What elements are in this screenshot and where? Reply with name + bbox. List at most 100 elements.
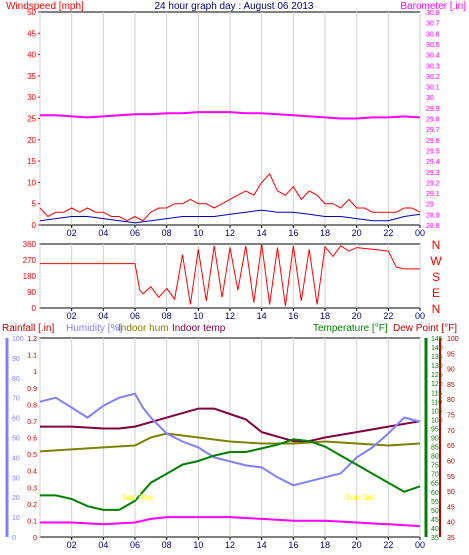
temp-tick-label: 60 — [431, 490, 439, 497]
wind-baro-xtick-label: 02 — [67, 228, 77, 238]
rain-tick-label: 0.8 — [27, 402, 37, 409]
wind-baro-xtick-label: 22 — [383, 228, 393, 238]
humidity-tick-label: 40 — [12, 455, 20, 462]
wind-tick-label: 40 — [27, 51, 36, 60]
wind-baro-xtick-label: 12 — [225, 228, 235, 238]
baro-tick-label: 30.4 — [426, 53, 440, 60]
temp-tick-label: 100 — [431, 417, 443, 424]
baro-tick-label: 29.3 — [426, 170, 440, 177]
temp-xtick-label: 00 — [415, 540, 425, 550]
wind-baro-xtick-label: 10 — [193, 228, 203, 238]
temp-tick-label: 105 — [431, 408, 443, 415]
indoor-temp-title: Indoor temp — [172, 323, 226, 334]
wind-tick-label: 45 — [27, 29, 36, 38]
rain-tick-label: 0.5 — [27, 452, 37, 459]
dew-tick-label: 60 — [447, 458, 455, 465]
wind-baro-xtick-label: 16 — [288, 228, 298, 238]
baro-tick-label: 30.1 — [426, 85, 440, 92]
temp-tick-label: 55 — [431, 499, 439, 506]
dew-tick-label: 40 — [447, 520, 455, 527]
wind-baro-xtick-label: 20 — [352, 228, 362, 238]
dew-point-line — [40, 516, 421, 528]
wind-dir-xtick-label: 14 — [257, 311, 267, 321]
baro-tick-label: 29.4 — [426, 159, 440, 166]
rain-tick-label: 0.6 — [27, 436, 37, 443]
dew-tick-label: 90 — [447, 367, 455, 374]
humidity-tick-label: 10 — [12, 515, 20, 522]
temp-tick-label: 95 — [431, 426, 439, 433]
baro-tick-label: 30.2 — [426, 74, 440, 81]
humidity-tick-label: 80 — [12, 376, 20, 383]
humidity-tick-label: 60 — [12, 416, 20, 423]
baro-tick-label: 29.8 — [426, 117, 440, 124]
wind-dir-xtick-label: 00 — [415, 311, 425, 321]
rain-tick-label: 0.4 — [27, 469, 37, 476]
humidity-tick-label: 30 — [12, 475, 20, 482]
wind-gust-line — [39, 173, 421, 222]
dew-tick-label: 95 — [447, 351, 455, 358]
rain-tick-label: 0.2 — [27, 502, 37, 509]
dew-tick-label: 50 — [447, 489, 455, 496]
dew-tick-label: 45 — [447, 504, 455, 511]
temp-tick-label: 45 — [431, 517, 439, 524]
baro-tick-label: 30.5 — [426, 42, 440, 49]
temp-tick-label: 120 — [431, 381, 443, 388]
temp-tick-label: 135 — [431, 354, 443, 361]
wind-tick-label: 0 — [32, 221, 37, 230]
wind-tick-label: 20 — [27, 136, 36, 145]
temp-tick-label: 125 — [431, 372, 443, 379]
wind-baro-xtick-label: 04 — [98, 228, 108, 238]
rain-tick-label: 1.2 — [27, 336, 37, 343]
temp-tick-label: 80 — [431, 454, 439, 461]
temp-tick-label: 140 — [431, 345, 443, 352]
wind-baro-xtick-label: 06 — [130, 228, 140, 238]
wind-tick-label: 35 — [27, 72, 36, 81]
compass-label: W — [430, 254, 442, 268]
dew-tick-label: 70 — [447, 428, 455, 435]
baro-tick-label: 30.7 — [426, 21, 440, 28]
sunrise-label: Sun Rise — [122, 493, 155, 502]
wind-dir-xtick-label: 06 — [130, 311, 140, 321]
wind-dir-xtick-label: 04 — [98, 311, 108, 321]
rain-tick-label: 0.9 — [27, 386, 37, 393]
temp-xtick-label: 06 — [130, 540, 140, 550]
wind-dir-xtick-label: 18 — [320, 311, 330, 321]
rain-tick-label: 1.1 — [27, 353, 37, 360]
dew-tick-label: 80 — [447, 397, 455, 404]
temp-tick-label: 130 — [431, 363, 443, 370]
humidity-tick-label: 20 — [12, 495, 20, 502]
dew-axis-title: Dew Point [°F] — [393, 323, 457, 334]
chart-title: 24 hour graph day : August 06 2013 — [154, 1, 313, 12]
rain-tick-label: 1 — [33, 369, 37, 376]
temp-xtick-label: 08 — [162, 540, 172, 550]
dew-tick-label: 100 — [447, 336, 459, 343]
baro-tick-label: 29.2 — [426, 180, 440, 187]
humidity-line — [39, 392, 421, 487]
wind-baro-xtick-label: 18 — [320, 228, 330, 238]
wind-baro-xtick-label: 08 — [162, 228, 172, 238]
compass-label: N — [432, 302, 441, 316]
temp-tick-label: 75 — [431, 463, 439, 470]
humidity-tick-label: 100 — [12, 336, 24, 343]
wind-dir-xtick-label: 10 — [193, 311, 203, 321]
temp-xtick-label: 10 — [193, 540, 203, 550]
temp-xtick-label: 20 — [352, 540, 362, 550]
temp-tick-label: 70 — [431, 472, 439, 479]
wind-dir-xtick-label: 08 — [162, 311, 172, 321]
baro-tick-label: 29.1 — [426, 191, 440, 198]
dew-tick-label: 35 — [447, 535, 455, 542]
dew-tick-label: 85 — [447, 382, 455, 389]
wind-avg-line — [39, 209, 421, 224]
baro-tick-label: 29.6 — [426, 138, 440, 145]
rain-tick-label: 0 — [33, 535, 37, 542]
temp-xtick-label: 14 — [257, 540, 267, 550]
rain-tick-label: 0.7 — [27, 419, 37, 426]
temp-tick-label: 65 — [431, 481, 439, 488]
wind-baro-xtick-label: 14 — [257, 228, 267, 238]
baro-tick-label: 30.3 — [426, 63, 440, 70]
wind-dir-xtick-label: 02 — [67, 311, 77, 321]
baro-tick-label: 30 — [426, 95, 434, 102]
temp-tick-label: 50 — [431, 508, 439, 515]
wind-tick-label: 15 — [27, 157, 36, 166]
